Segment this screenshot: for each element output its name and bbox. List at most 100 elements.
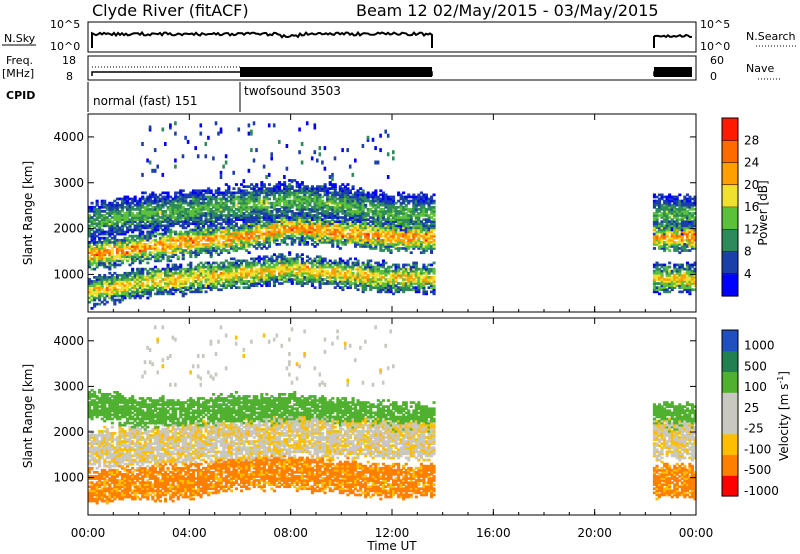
echo-cell bbox=[232, 263, 236, 267]
echo-cell bbox=[402, 265, 406, 269]
echo-cell bbox=[98, 210, 102, 213]
echo-cell bbox=[138, 210, 142, 213]
echo-cell bbox=[209, 282, 213, 285]
echo-cell bbox=[131, 230, 135, 234]
echo-cell bbox=[381, 245, 385, 248]
echo-cell bbox=[115, 251, 119, 254]
echo-cell bbox=[219, 205, 223, 209]
echo-cell bbox=[212, 220, 216, 223]
echo-cell bbox=[341, 228, 345, 232]
echo-cell bbox=[290, 212, 294, 215]
echo-cell bbox=[356, 205, 360, 209]
echo-cell bbox=[298, 238, 302, 242]
echo-cell bbox=[310, 226, 314, 230]
echo-cell bbox=[267, 201, 271, 205]
echo-cell bbox=[310, 276, 314, 279]
echo-cell bbox=[389, 203, 393, 207]
echo-cell bbox=[174, 269, 178, 273]
echo-cell bbox=[369, 265, 373, 269]
echo-cell bbox=[308, 228, 312, 232]
echo-cell bbox=[158, 290, 162, 294]
echo-cell bbox=[316, 203, 320, 207]
echo-cell bbox=[290, 278, 294, 281]
echo-cell-sparse bbox=[164, 142, 167, 146]
echo-cell bbox=[100, 259, 104, 263]
echo-cell bbox=[295, 232, 299, 236]
echo-cell bbox=[245, 243, 249, 246]
echo-cell bbox=[255, 234, 259, 238]
echo-cell bbox=[288, 201, 292, 205]
echo-cell bbox=[262, 189, 266, 193]
echo-cell bbox=[229, 222, 233, 226]
echo-cell bbox=[318, 286, 322, 289]
echo-cell bbox=[310, 271, 314, 275]
echo-cell bbox=[336, 214, 340, 217]
echo-cell bbox=[414, 199, 418, 203]
echo-cell bbox=[174, 230, 178, 234]
echo-cell bbox=[412, 224, 416, 228]
echo-cell bbox=[176, 210, 180, 213]
echo-cell bbox=[336, 245, 340, 248]
echo-cell-sparse bbox=[305, 121, 309, 126]
echo-cell bbox=[181, 212, 185, 215]
echo-cell bbox=[341, 236, 345, 240]
echo-cell bbox=[171, 263, 175, 267]
echo-cell bbox=[392, 274, 396, 277]
echo-cell bbox=[199, 251, 203, 254]
echo-cell bbox=[179, 276, 183, 279]
echo-cell bbox=[113, 226, 117, 230]
echo-cell bbox=[348, 195, 352, 199]
echo-cell bbox=[153, 249, 157, 252]
echo-cell bbox=[219, 203, 223, 207]
echo-cell bbox=[242, 189, 246, 193]
echo-cell bbox=[298, 208, 302, 211]
echo-cell bbox=[214, 205, 218, 209]
echo-cell bbox=[250, 187, 254, 190]
echo-cell bbox=[131, 205, 135, 209]
echo-cell bbox=[138, 271, 142, 275]
echo-cell bbox=[237, 201, 241, 205]
echo-cell bbox=[88, 263, 92, 267]
echo-cell-sparse bbox=[194, 146, 197, 151]
echo-cell bbox=[105, 294, 109, 298]
echo-cell bbox=[146, 255, 150, 259]
echo-cell bbox=[171, 199, 175, 203]
echo-cell bbox=[105, 238, 109, 242]
echo-cell bbox=[196, 278, 200, 281]
echo-cell bbox=[156, 284, 160, 287]
echo-cell bbox=[151, 238, 155, 242]
echo-cell bbox=[348, 278, 352, 281]
echo-cell bbox=[103, 220, 107, 223]
echo-cell bbox=[270, 189, 274, 193]
echo-cell bbox=[255, 230, 259, 234]
echo-cell bbox=[331, 199, 335, 203]
echo-cell bbox=[389, 238, 393, 242]
echo-cell bbox=[105, 300, 109, 304]
echo-cell bbox=[333, 286, 337, 289]
echo-cell bbox=[136, 214, 140, 217]
echo-cell bbox=[95, 290, 99, 294]
echo-cell bbox=[402, 286, 406, 289]
echo-cell bbox=[371, 191, 375, 195]
echo-cell bbox=[138, 280, 142, 283]
echo-cell bbox=[219, 191, 223, 195]
echo-cell bbox=[262, 241, 266, 244]
echo-cell bbox=[407, 267, 411, 271]
echo-cell bbox=[176, 265, 180, 269]
echo-cell bbox=[328, 199, 332, 203]
echo-cell bbox=[399, 195, 403, 199]
echo-cell bbox=[242, 245, 246, 248]
echo-cell bbox=[136, 208, 140, 211]
echo-cell bbox=[174, 232, 178, 236]
echo-cell bbox=[351, 203, 355, 207]
echo-cell bbox=[199, 238, 203, 242]
echo-cell bbox=[321, 187, 325, 190]
echo-cell bbox=[100, 263, 104, 267]
echo-cell bbox=[143, 284, 147, 287]
echo-cell bbox=[278, 218, 282, 221]
echo-cell bbox=[212, 212, 216, 215]
echo-cell bbox=[209, 208, 213, 211]
echo-cell bbox=[260, 199, 264, 203]
echo-cell bbox=[108, 253, 112, 256]
echo-cell bbox=[186, 201, 190, 205]
